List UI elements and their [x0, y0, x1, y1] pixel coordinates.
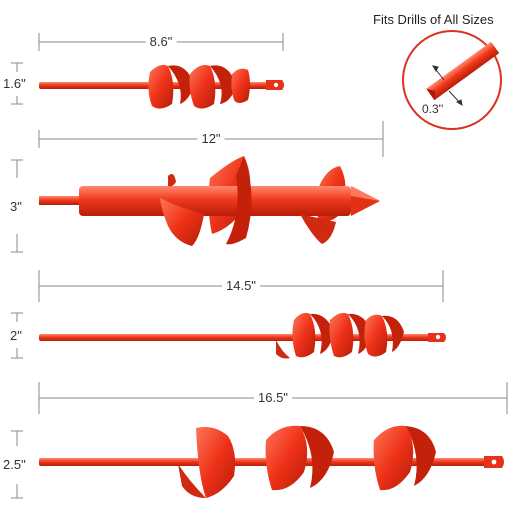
auger-3-diameter-label: 2" — [10, 328, 22, 343]
fits-drills-label: Fits Drills of All Sizes — [373, 12, 494, 27]
auger-3 — [39, 312, 446, 359]
auger-4-length-label: 16.5" — [254, 391, 292, 404]
auger-2 — [39, 156, 380, 246]
shank-callout — [402, 30, 502, 130]
auger-1 — [39, 64, 284, 109]
auger-1-diameter-label: 1.6" — [3, 76, 26, 91]
auger-4-diameter-label: 2.5" — [3, 457, 26, 472]
auger-3-length-label: 14.5" — [222, 279, 260, 292]
auger-4 — [39, 425, 504, 498]
auger-2-length-label: 12" — [197, 132, 225, 145]
auger-2-diameter-label: 3" — [10, 199, 22, 214]
auger-1-length-label: 8.6" — [145, 35, 177, 48]
shank-diameter-label: 0.3'' — [422, 102, 444, 116]
